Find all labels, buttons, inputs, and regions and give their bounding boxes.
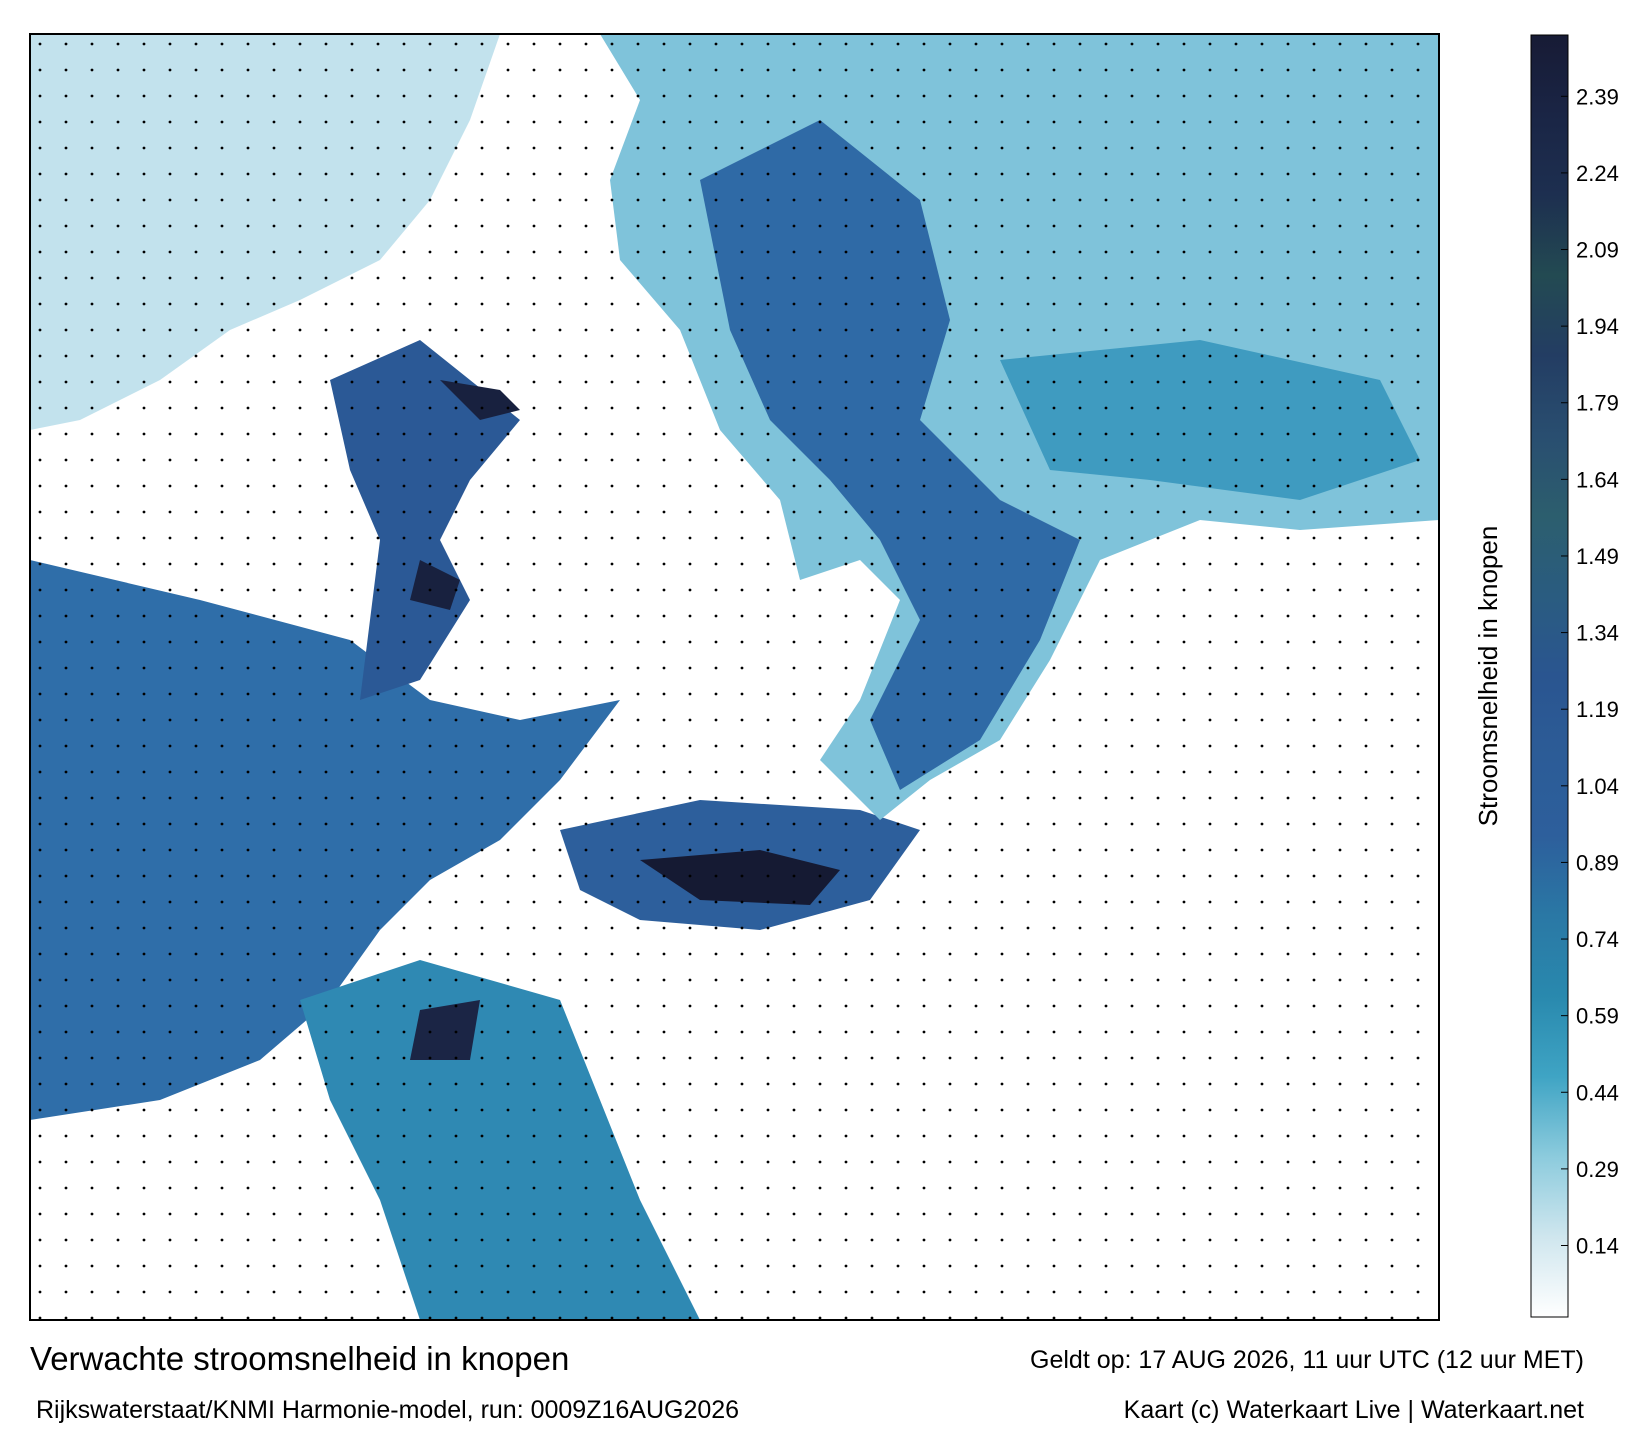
- colorbar-tick-label: 2.09: [1576, 238, 1619, 263]
- colorbar-label: Stroomsnelheid in knopen: [1473, 526, 1503, 827]
- colorbar-tick-label: 1.79: [1576, 391, 1619, 416]
- colorbar-tick-label: 1.49: [1576, 544, 1619, 569]
- map: [30, 34, 1439, 1320]
- colorbar-tick-label: 0.89: [1576, 850, 1619, 875]
- colorbar-tick-label: 0.74: [1576, 927, 1619, 952]
- colorbar-tick-label: 1.94: [1576, 314, 1619, 339]
- colorbar-tick-label: 1.04: [1576, 774, 1619, 799]
- colorbar-tick-label: 0.29: [1576, 1157, 1619, 1182]
- colorbar-tick-label: 1.19: [1576, 697, 1619, 722]
- colorbar-tick-label: 2.39: [1576, 84, 1619, 109]
- title: Verwachte stroomsnelheid in knopen: [30, 1340, 569, 1377]
- colorbar-tick-label: 0.59: [1576, 1004, 1619, 1029]
- credit: Kaart (c) Waterkaart Live | Waterkaart.n…: [1124, 1396, 1584, 1424]
- colorbar-ticks: 0.14 0.29 0.44 0.59 0.74 0.89 1.04 1.19 1.34 1.49…: [1561, 84, 1619, 1258]
- grid-dots: [38, 42, 1420, 1320]
- colorbar: [1530, 34, 1569, 1318]
- colorbar-tick-label: 2.24: [1576, 161, 1619, 186]
- colorbar-tick-label: 1.34: [1576, 621, 1619, 646]
- colorbar-tick-label: 0.14: [1576, 1233, 1619, 1258]
- colorbar-tick-label: 0.44: [1576, 1080, 1619, 1105]
- subtitle: Rijkswaterstaat/KNMI Harmonie-model, run…: [36, 1396, 739, 1424]
- colorbar-tick-label: 1.64: [1576, 467, 1619, 492]
- valid-time: Geldt op: 17 AUG 2026, 11 uur UTC (12 uu…: [1030, 1346, 1584, 1374]
- map-frame: [29, 33, 1440, 1321]
